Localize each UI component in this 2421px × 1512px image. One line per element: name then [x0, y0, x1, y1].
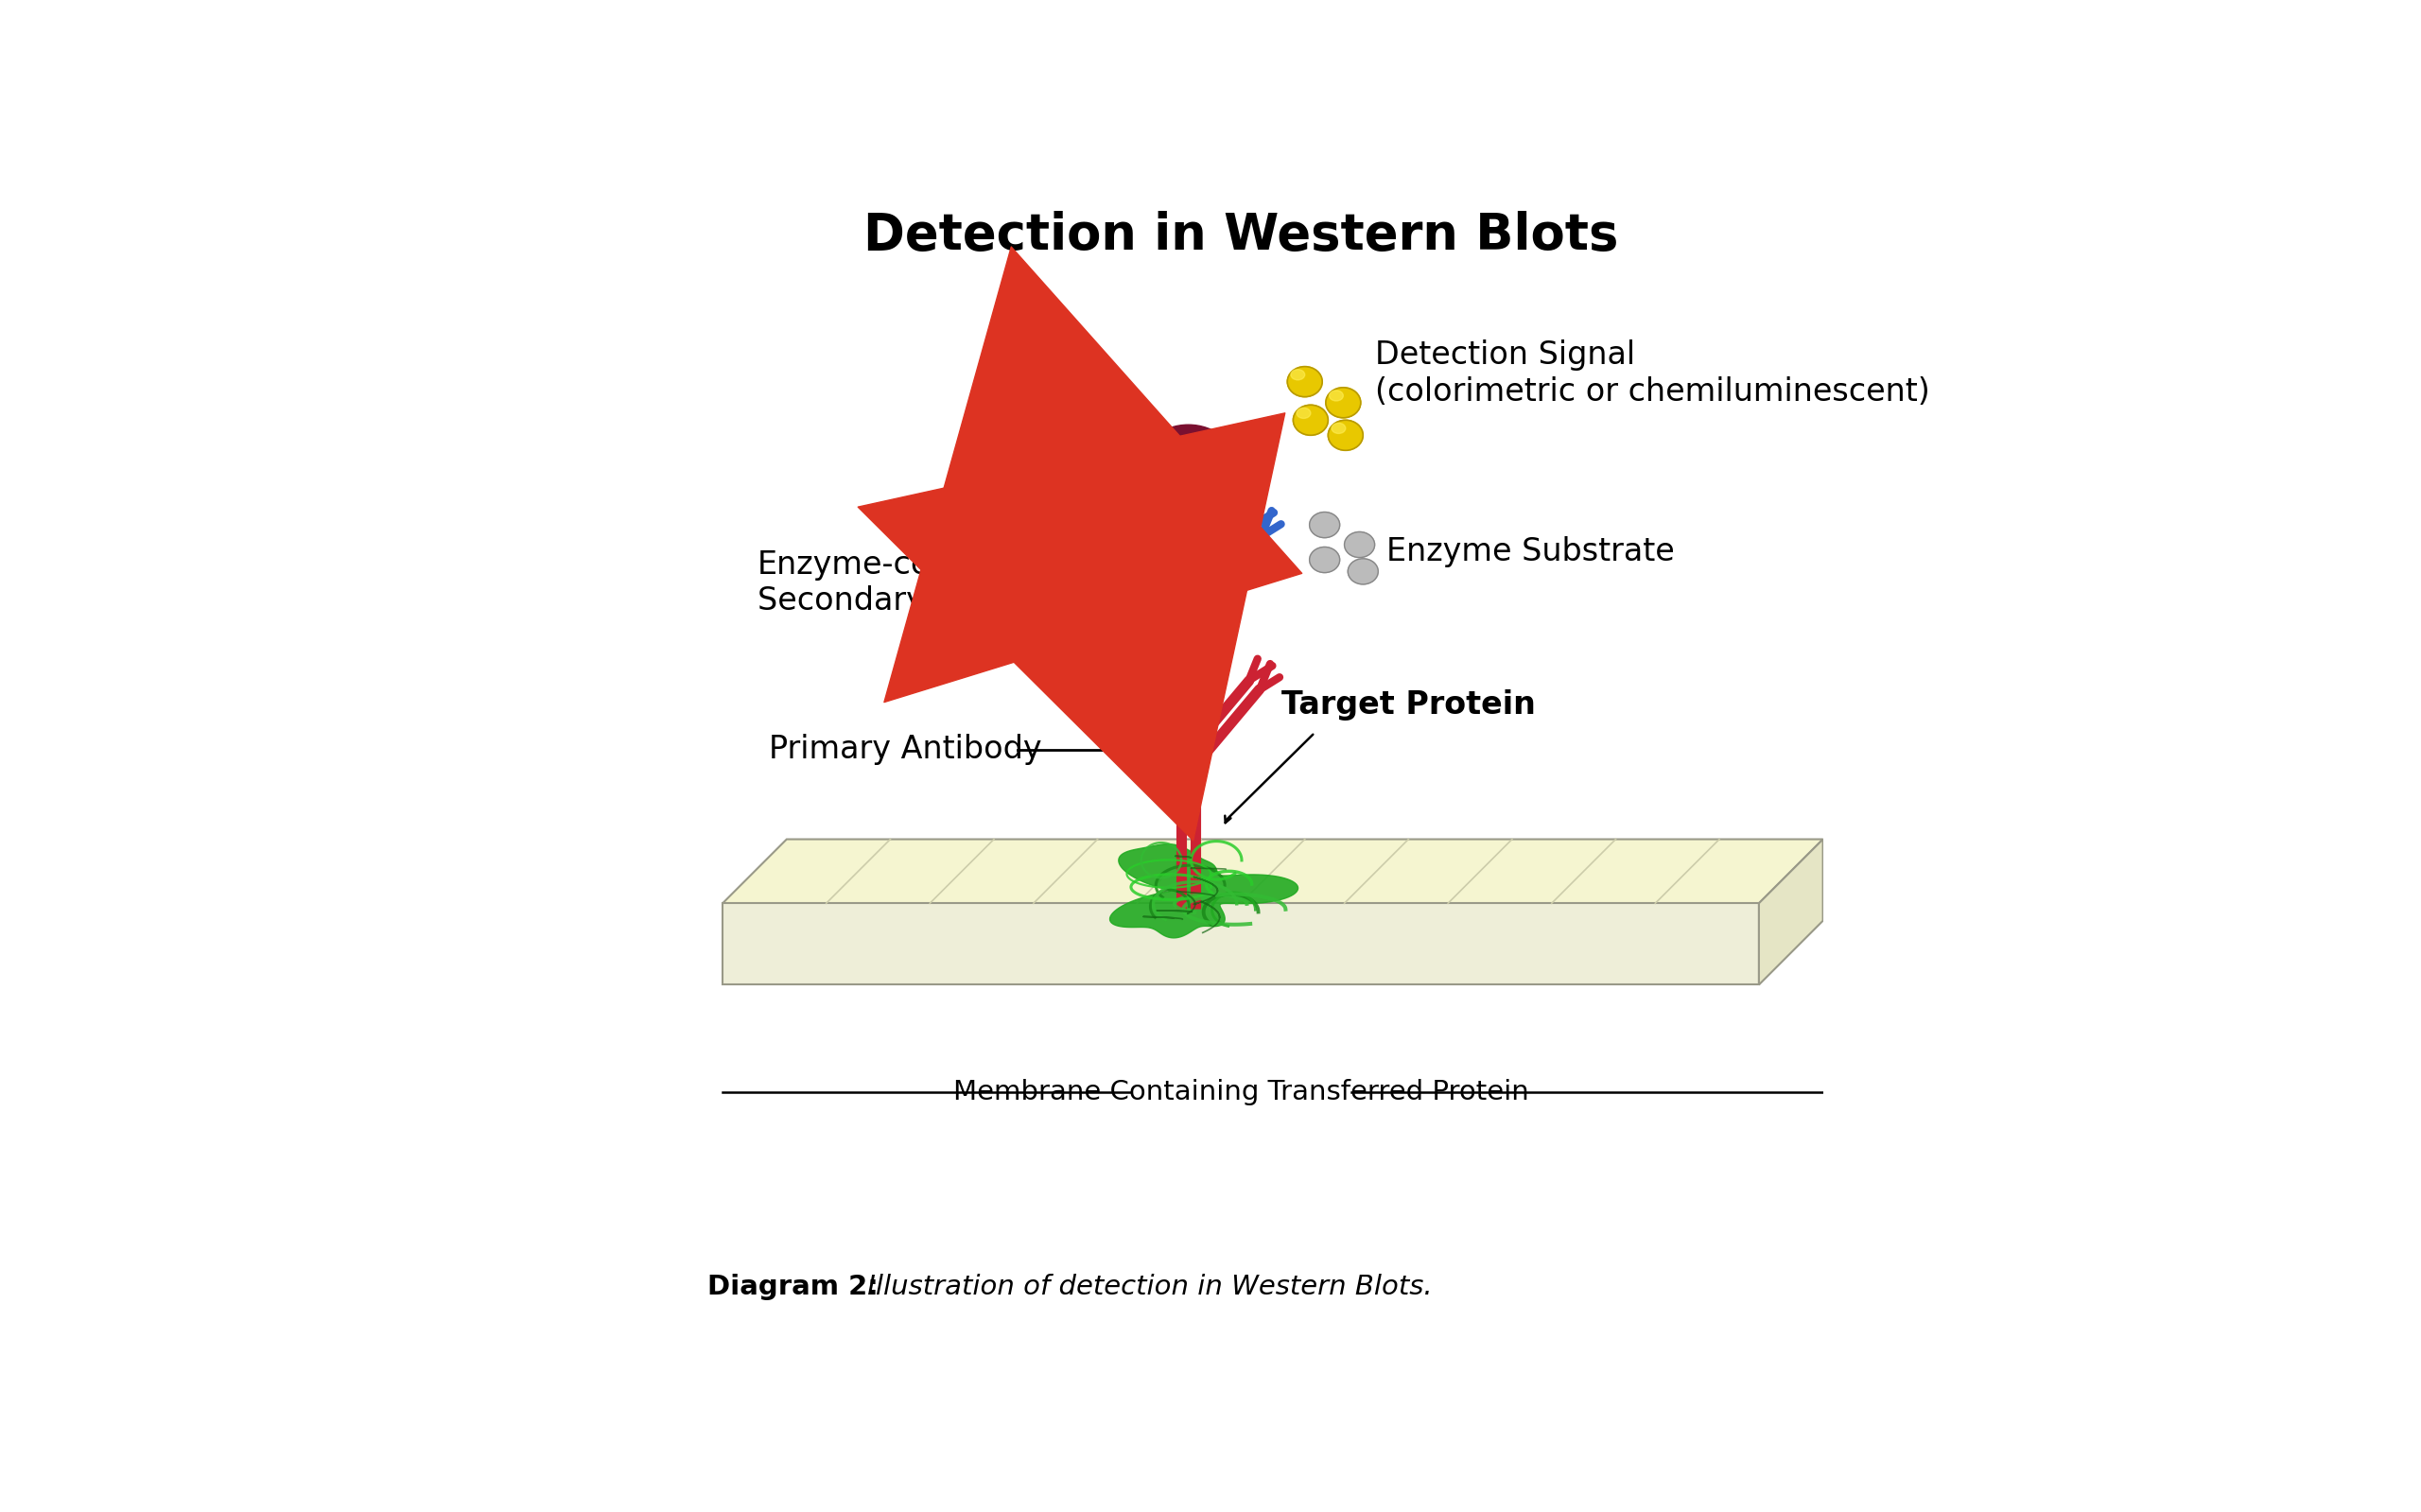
- Ellipse shape: [1327, 387, 1361, 417]
- Text: Membrane Containing Transferred Protein: Membrane Containing Transferred Protein: [954, 1078, 1528, 1105]
- Text: Detection Signal
(colorimetric or chemiluminescent): Detection Signal (colorimetric or chemil…: [1375, 340, 1930, 407]
- Ellipse shape: [1332, 423, 1346, 434]
- Polygon shape: [721, 839, 1823, 903]
- Ellipse shape: [1348, 558, 1378, 584]
- Polygon shape: [1109, 844, 1298, 937]
- Ellipse shape: [1310, 547, 1339, 573]
- Ellipse shape: [1310, 513, 1339, 538]
- Ellipse shape: [1140, 425, 1237, 508]
- Ellipse shape: [1160, 443, 1194, 467]
- Ellipse shape: [1290, 369, 1305, 380]
- Ellipse shape: [1293, 405, 1329, 435]
- Polygon shape: [721, 903, 1760, 984]
- Text: Target Protein: Target Protein: [1281, 689, 1535, 721]
- Text: Detection in Western Blots: Detection in Western Blots: [864, 210, 1617, 260]
- Ellipse shape: [1329, 390, 1344, 401]
- Text: Illustration of detection in Western Blots.: Illustration of detection in Western Blo…: [859, 1273, 1433, 1300]
- Ellipse shape: [1298, 408, 1310, 419]
- Text: Enzyme-conjugated
Secondary Antibody: Enzyme-conjugated Secondary Antibody: [758, 549, 1075, 617]
- Ellipse shape: [1344, 532, 1375, 558]
- Text: Enzyme Substrate: Enzyme Substrate: [1387, 537, 1675, 567]
- Text: Diagram 2:: Diagram 2:: [707, 1273, 879, 1300]
- Ellipse shape: [1288, 366, 1322, 396]
- Ellipse shape: [1329, 420, 1363, 451]
- Polygon shape: [1760, 839, 1823, 984]
- Text: Primary Antibody: Primary Antibody: [770, 733, 1041, 765]
